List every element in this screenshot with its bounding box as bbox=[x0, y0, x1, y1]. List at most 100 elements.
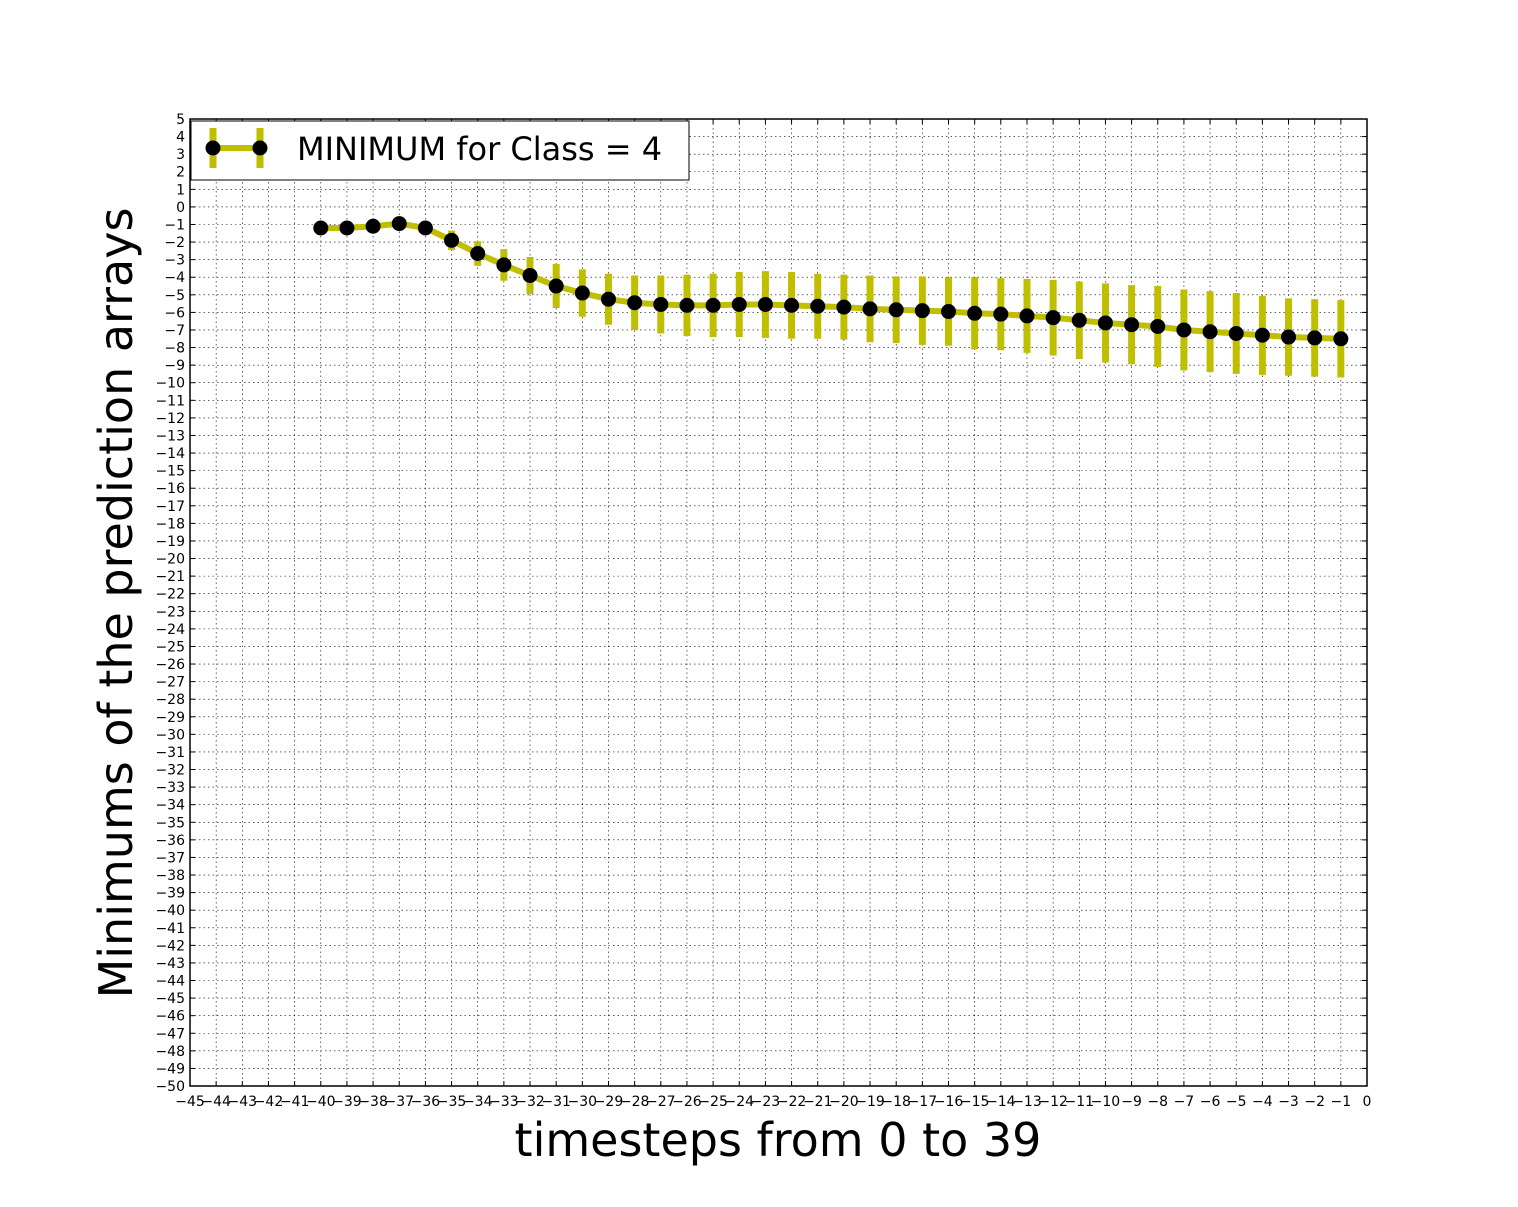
data-point bbox=[496, 257, 512, 273]
data-point bbox=[1202, 324, 1218, 340]
data-point bbox=[1333, 331, 1349, 347]
data-point bbox=[470, 246, 486, 262]
y-tick-label: −39 bbox=[155, 886, 185, 902]
data-point bbox=[784, 297, 800, 313]
y-tick-label: 0 bbox=[176, 200, 185, 216]
x-tick-label: −25 bbox=[698, 1094, 728, 1110]
x-tick-label: −36 bbox=[411, 1094, 441, 1110]
y-tick-label: −3 bbox=[164, 253, 185, 269]
x-tick-label: −30 bbox=[568, 1094, 598, 1110]
data-point bbox=[1254, 327, 1270, 343]
y-tick-label: −30 bbox=[155, 727, 185, 743]
data-point bbox=[1228, 325, 1244, 341]
data-point bbox=[967, 305, 983, 321]
x-tick-label: −42 bbox=[254, 1094, 284, 1110]
data-point bbox=[365, 218, 381, 234]
y-tick-label: −25 bbox=[155, 639, 185, 655]
data-point bbox=[1045, 310, 1061, 326]
x-tick-label: −15 bbox=[960, 1094, 990, 1110]
y-tick-label: −50 bbox=[155, 1079, 185, 1095]
data-point bbox=[1124, 317, 1140, 333]
y-tick-label: −35 bbox=[155, 815, 185, 831]
y-tick-label: −1 bbox=[164, 217, 185, 233]
x-tick-label: −29 bbox=[594, 1094, 624, 1110]
x-tick-label: −39 bbox=[332, 1094, 362, 1110]
x-tick-label: −2 bbox=[1304, 1094, 1325, 1110]
y-tick-label: −27 bbox=[155, 675, 185, 691]
data-point bbox=[574, 285, 590, 301]
x-tick-label: −28 bbox=[620, 1094, 650, 1110]
x-tick-label: −19 bbox=[855, 1094, 885, 1110]
y-tick-label: 1 bbox=[176, 182, 185, 198]
data-point bbox=[941, 304, 957, 320]
y-tick-label: −5 bbox=[164, 288, 185, 304]
data-point bbox=[888, 302, 904, 318]
x-tick-label: −16 bbox=[934, 1094, 964, 1110]
data-point bbox=[1281, 329, 1297, 345]
data-point bbox=[627, 295, 643, 311]
y-tick-label: −11 bbox=[155, 393, 185, 409]
data-point bbox=[1071, 312, 1087, 328]
x-tick-label: −35 bbox=[437, 1094, 467, 1110]
y-tick-label: −33 bbox=[155, 780, 185, 796]
legend-marker-sample bbox=[205, 140, 221, 156]
x-tick-label: −8 bbox=[1147, 1094, 1168, 1110]
x-tick-label: −23 bbox=[751, 1094, 781, 1110]
y-tick-label: −41 bbox=[155, 921, 185, 937]
y-tick-label: −6 bbox=[164, 305, 185, 321]
x-tick-label: −33 bbox=[489, 1094, 519, 1110]
data-point bbox=[1019, 308, 1035, 324]
y-tick-label: −18 bbox=[155, 516, 185, 532]
plot-frame bbox=[189, 118, 1368, 1087]
x-axis-ticks: −45−44−43−42−41−40−39−38−37−36−35−34−33−… bbox=[175, 119, 1371, 1110]
data-point bbox=[810, 298, 826, 314]
legend-frame bbox=[190, 120, 690, 181]
x-tick-label: −40 bbox=[306, 1094, 336, 1110]
y-tick-label: −49 bbox=[155, 1061, 185, 1077]
x-tick-label: −20 bbox=[829, 1094, 859, 1110]
y-tick-label: −44 bbox=[155, 974, 185, 990]
data-point bbox=[836, 299, 852, 315]
x-axis-label: timesteps from 0 to 39 bbox=[515, 1113, 1042, 1167]
x-tick-label: −44 bbox=[201, 1094, 231, 1110]
x-tick-label: −45 bbox=[175, 1094, 205, 1110]
y-tick-label: −32 bbox=[155, 763, 185, 779]
x-tick-label: −3 bbox=[1278, 1094, 1299, 1110]
y-tick-label: −22 bbox=[155, 587, 185, 603]
x-tick-label: −32 bbox=[515, 1094, 545, 1110]
legend: MINIMUM for Class = 4 bbox=[190, 120, 690, 181]
y-tick-label: −43 bbox=[155, 956, 185, 972]
y-tick-label: −21 bbox=[155, 569, 185, 585]
y-tick-label: −23 bbox=[155, 604, 185, 620]
x-tick-label: −14 bbox=[986, 1094, 1016, 1110]
x-tick-label: −11 bbox=[1065, 1094, 1095, 1110]
x-tick-label: −41 bbox=[280, 1094, 310, 1110]
data-point bbox=[862, 301, 878, 317]
x-tick-label: −37 bbox=[384, 1094, 414, 1110]
y-tick-label: −36 bbox=[155, 833, 185, 849]
data-point bbox=[417, 220, 433, 236]
x-tick-label: −13 bbox=[1012, 1094, 1042, 1110]
y-tick-label: −13 bbox=[155, 428, 185, 444]
x-tick-label: −17 bbox=[908, 1094, 938, 1110]
grid-layer bbox=[190, 119, 1367, 1086]
data-point bbox=[522, 267, 538, 283]
y-tick-label: −46 bbox=[155, 1009, 185, 1025]
x-tick-label: −22 bbox=[777, 1094, 807, 1110]
x-tick-label: −21 bbox=[803, 1094, 833, 1110]
y-tick-label: 4 bbox=[176, 130, 185, 146]
y-tick-label: −15 bbox=[155, 464, 185, 480]
x-tick-label: −24 bbox=[724, 1094, 754, 1110]
y-tick-label: −45 bbox=[155, 991, 185, 1007]
x-tick-label: −5 bbox=[1226, 1094, 1247, 1110]
x-tick-label: −38 bbox=[358, 1094, 388, 1110]
y-tick-label: −12 bbox=[155, 411, 185, 427]
y-tick-label: −20 bbox=[155, 552, 185, 568]
y-tick-label: −4 bbox=[164, 270, 185, 286]
data-point bbox=[757, 296, 773, 312]
y-tick-label: −31 bbox=[155, 745, 185, 761]
y-tick-label: −7 bbox=[164, 323, 185, 339]
y-tick-label: −34 bbox=[155, 798, 185, 814]
x-tick-label: 0 bbox=[1363, 1094, 1372, 1110]
